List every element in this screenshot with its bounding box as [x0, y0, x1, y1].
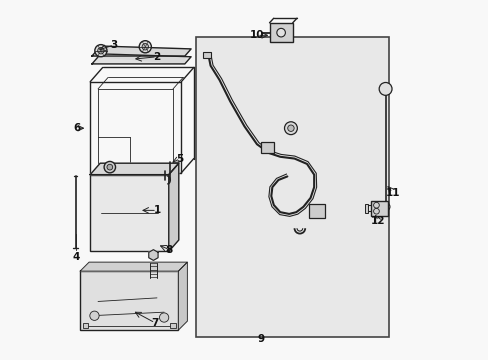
- Circle shape: [276, 28, 285, 37]
- Bar: [260, 143, 274, 153]
- Text: 8: 8: [165, 245, 173, 255]
- Bar: [170, 323, 176, 328]
- Bar: [90, 175, 168, 251]
- Text: 2: 2: [153, 52, 160, 62]
- Circle shape: [90, 311, 99, 320]
- Circle shape: [98, 48, 104, 54]
- Bar: [364, 204, 367, 213]
- Bar: [196, 37, 388, 337]
- Circle shape: [381, 203, 389, 211]
- Circle shape: [287, 125, 294, 131]
- Text: 6: 6: [74, 123, 81, 133]
- Bar: [308, 204, 324, 217]
- Circle shape: [284, 122, 297, 135]
- Text: 9: 9: [257, 334, 264, 344]
- Polygon shape: [80, 262, 187, 271]
- Text: 3: 3: [110, 40, 118, 50]
- Polygon shape: [168, 163, 179, 251]
- Text: 11: 11: [385, 188, 399, 198]
- Circle shape: [142, 44, 148, 50]
- Bar: [80, 271, 178, 330]
- Bar: [203, 52, 211, 58]
- Circle shape: [139, 41, 151, 53]
- Circle shape: [159, 313, 168, 322]
- Text: 10: 10: [249, 30, 264, 40]
- Circle shape: [107, 164, 112, 170]
- Polygon shape: [92, 54, 191, 64]
- Bar: [370, 201, 387, 216]
- Circle shape: [95, 45, 107, 57]
- Bar: [269, 23, 292, 42]
- Polygon shape: [178, 262, 187, 330]
- Text: 7: 7: [151, 318, 159, 328]
- Text: 5: 5: [176, 154, 183, 163]
- Bar: [82, 323, 88, 328]
- Polygon shape: [92, 46, 191, 64]
- Text: 4: 4: [72, 252, 80, 262]
- Polygon shape: [148, 249, 158, 260]
- Polygon shape: [90, 163, 179, 175]
- Circle shape: [378, 82, 391, 95]
- Text: 1: 1: [153, 205, 160, 215]
- Text: 12: 12: [370, 216, 385, 226]
- Circle shape: [104, 161, 115, 173]
